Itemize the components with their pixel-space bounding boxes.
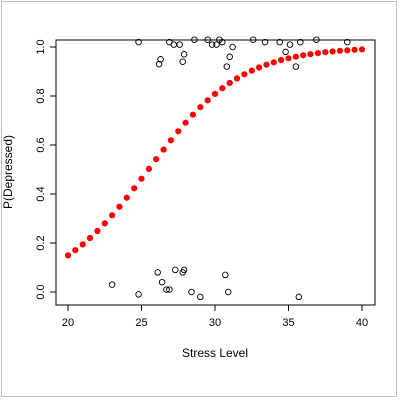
- observed-point: [135, 38, 142, 46]
- observed-point: [219, 38, 226, 46]
- fitted-point: [248, 67, 255, 74]
- fitted-point: [226, 79, 233, 87]
- observed-point: [297, 38, 304, 46]
- observed-point: [292, 63, 300, 70]
- observed-point: [163, 286, 170, 293]
- y-tick-label: 0.4: [35, 186, 47, 201]
- fitted-point: [101, 220, 108, 227]
- fitted-point: [182, 119, 189, 126]
- x-tick-label: 30: [209, 317, 221, 329]
- fitted-point: [86, 234, 94, 242]
- fitted-point: [241, 71, 248, 78]
- observed-point: [172, 266, 179, 274]
- fitted-point: [72, 247, 79, 254]
- observed-point: [313, 36, 320, 43]
- observed-point: [135, 291, 142, 298]
- observed-point: [191, 36, 198, 43]
- observed-point: [282, 48, 289, 56]
- fitted-point: [204, 97, 211, 104]
- fitted-point: [219, 85, 226, 92]
- fitted-point: [270, 59, 277, 66]
- y-tick-label: 0.0: [35, 284, 47, 299]
- fitted-point: [314, 50, 321, 57]
- y-tick-label: 0.8: [35, 88, 47, 103]
- fitted-point: [131, 185, 138, 192]
- observed-point: [155, 60, 163, 68]
- observed-point: [295, 293, 303, 301]
- y-tick-label: 1.0: [35, 39, 47, 54]
- fitted-point: [285, 55, 292, 62]
- fitted-point: [189, 111, 196, 118]
- plot-area: [55, 39, 376, 306]
- observed-point: [166, 286, 173, 293]
- fitted-point: [263, 61, 270, 68]
- fitted-point: [116, 203, 123, 210]
- observed-point: [179, 58, 186, 65]
- y-axis: 0.0 0.2 0.4 0.6 0.8 1.0: [35, 39, 57, 300]
- fitted-point: [344, 47, 351, 54]
- observed-point: [176, 41, 183, 48]
- fitted-point: [351, 46, 358, 53]
- fitted-point: [175, 128, 182, 135]
- observed-point: [286, 41, 294, 48]
- observed-point: [154, 269, 161, 276]
- x-axis-title: Stress Level: [182, 346, 248, 360]
- fitted-point: [197, 104, 204, 111]
- observed-point: [249, 36, 257, 43]
- y-tick-label: 0.2: [35, 235, 47, 250]
- fitted-point: [292, 53, 299, 60]
- fitted-point: [329, 48, 336, 55]
- observed-point: [108, 281, 116, 288]
- x-tick-label: 40: [356, 317, 368, 329]
- y-tick-label: 0.6: [35, 137, 47, 152]
- x-tick-label: 25: [135, 317, 147, 329]
- fitted-point: [79, 241, 86, 248]
- observed-point: [229, 43, 236, 51]
- fitted-point: [109, 212, 116, 219]
- observed-point: [208, 41, 216, 48]
- fitted-point: [167, 137, 174, 144]
- fitted-point: [211, 90, 219, 97]
- observed-point: [276, 38, 283, 46]
- fitted-point: [358, 46, 366, 53]
- observed-point: [170, 41, 178, 48]
- fitted-point: [336, 47, 343, 54]
- fitted-point: [64, 252, 72, 259]
- observed-point: [204, 36, 211, 43]
- fitted-probability-points: [64, 46, 366, 259]
- fitted-point: [138, 175, 145, 182]
- fitted-point: [153, 156, 160, 163]
- fitted-point: [322, 49, 329, 56]
- observed-point: [180, 51, 188, 58]
- fitted-point: [233, 75, 241, 82]
- plot-border: [55, 39, 376, 306]
- observed-point: [213, 41, 220, 48]
- observed-point: [188, 288, 195, 296]
- observed-points: [108, 36, 351, 301]
- fitted-point: [278, 57, 285, 64]
- fitted-point: [160, 146, 167, 153]
- x-tick-label: 35: [282, 317, 294, 329]
- observed-point: [180, 266, 188, 274]
- observed-point: [226, 53, 233, 61]
- x-axis: 20 25 30 35 40: [62, 304, 368, 329]
- x-tick-label: 20: [62, 317, 74, 329]
- fitted-point: [256, 64, 263, 71]
- observed-point: [344, 38, 351, 46]
- observed-point: [158, 278, 166, 286]
- fitted-point: [123, 194, 130, 201]
- observed-point: [224, 288, 232, 296]
- observed-point: [261, 38, 269, 46]
- observed-point: [222, 271, 229, 279]
- observed-point: [197, 293, 204, 301]
- fitted-point: [145, 165, 152, 172]
- fitted-point: [307, 51, 314, 58]
- fitted-point: [300, 52, 307, 59]
- fitted-point: [94, 227, 101, 235]
- observed-point: [223, 63, 231, 70]
- y-axis-title: P(Depressed): [1, 135, 15, 209]
